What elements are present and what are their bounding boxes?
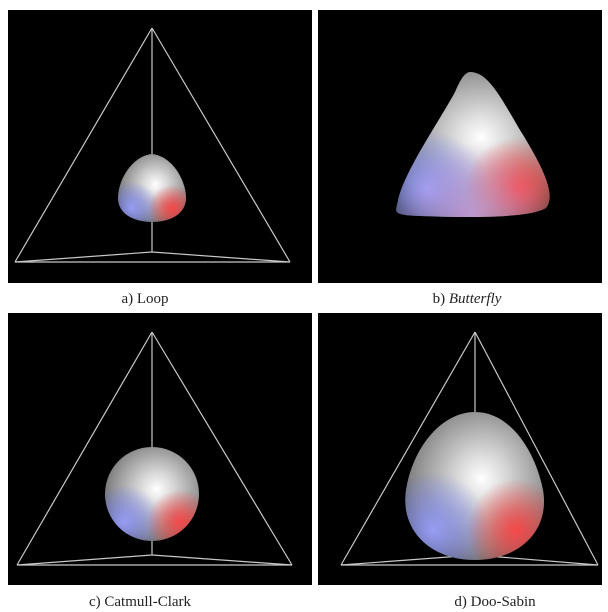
caption-label: d)	[454, 594, 467, 610]
caption: c) Catmull-Clark	[89, 594, 192, 610]
caption-name: Catmull-Clark	[104, 594, 191, 610]
caption: d) Doo-Sabin	[454, 594, 536, 610]
caption-name: Doo-Sabin	[471, 594, 536, 610]
caption-label: a)	[121, 291, 133, 307]
caption-name: Butterfly	[449, 291, 502, 307]
caption: b) Butterfly	[433, 291, 502, 307]
surface	[105, 447, 199, 541]
figure: a) Loop b) Butterfly c) Catmull-Clark d)…	[0, 0, 608, 612]
caption-label: c)	[89, 594, 101, 610]
caption-label: b)	[433, 291, 446, 307]
panel-a	[8, 10, 312, 283]
caption: a) Loop	[121, 291, 168, 307]
caption-name: Loop	[137, 291, 169, 307]
